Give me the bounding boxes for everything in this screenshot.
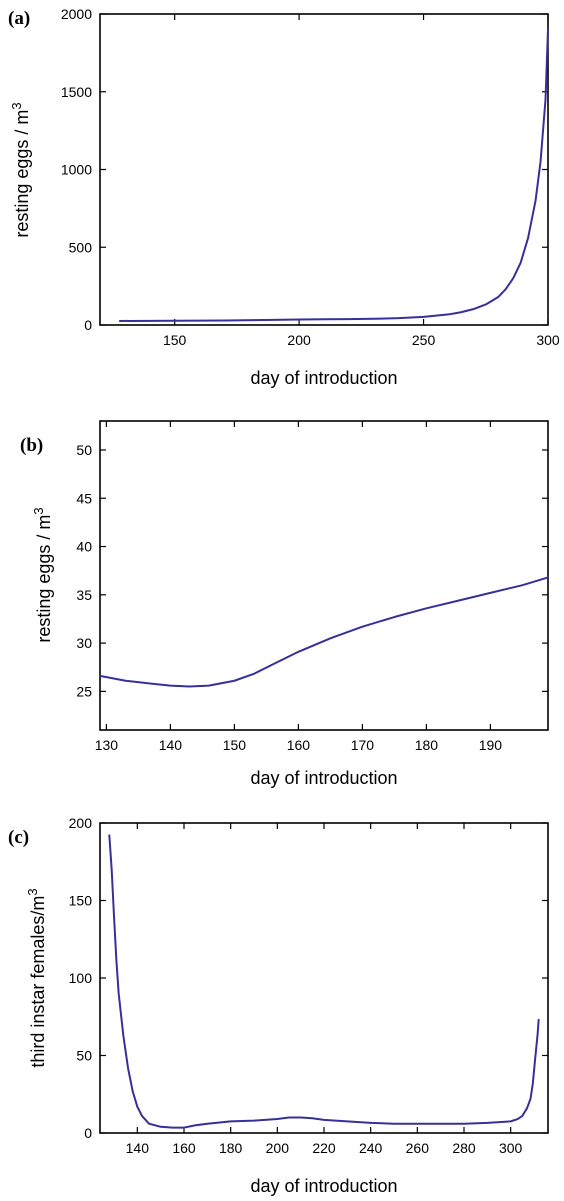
y-tick-label: 25 [76,683,92,699]
y-axis-label-superscript: 3 [31,507,46,514]
x-tick-label: 180 [415,737,439,753]
y-tick-label: 0 [84,1125,92,1141]
y-tick-label: 30 [76,635,92,651]
chart-panel-2: 130 140 150 160 170 180 190 25 30 35 40 45 50 day of … [20,420,549,788]
y-tick-label: 50 [76,1048,92,1064]
y-tick-label: 50 [76,442,92,458]
x-tick-label: 160 [172,1140,196,1156]
x-tick-label: 200 [266,1140,290,1156]
panel-label: (b) [20,435,43,456]
y-tick-label: 1000 [61,162,92,178]
data-series-line [118,28,549,322]
x-tick-label: 160 [287,737,311,753]
y-axis-label-superscript: 3 [25,888,40,895]
axes-frame [99,13,549,326]
x-tick-label: 140 [159,737,183,753]
panel-label: (a) [8,8,30,29]
y-axis-label: resting eggs / m3 [9,102,32,237]
axes-frame [99,822,549,1134]
x-tick-label: 250 [412,332,436,348]
y-tick-label: 100 [69,970,93,986]
x-tick-label: 140 [126,1140,150,1156]
chart-panel-1: 150 200 250 300 0 500 1000 1500 2000 day of intro… [8,6,560,388]
y-tick-label: 150 [69,893,93,909]
x-axis-label: day of introduction [250,368,397,388]
y-axis-label-text: resting eggs / m [12,110,32,238]
y-axis-label: resting eggs / m3 [31,507,54,642]
x-tick-label: 300 [536,332,560,348]
x-tick-label: 190 [479,737,503,753]
x-tick-label: 200 [287,332,311,348]
y-axis-label-superscript: 3 [9,102,24,109]
panel-label: (c) [8,827,29,848]
x-axis-label: day of introduction [250,1176,397,1196]
x-tick-label: 180 [219,1140,243,1156]
x-tick-label: 260 [406,1140,430,1156]
axes-frame [99,420,549,731]
x-tick-label: 150 [163,332,187,348]
y-tick-label: 200 [69,815,93,831]
y-tick-label: 1500 [61,84,92,100]
y-tick-label: 40 [76,539,92,555]
y-axis-label-text: resting eggs / m [34,515,54,643]
y-axis-label-text: third instar females/m [28,896,48,1068]
y-tick-label: 35 [76,587,92,603]
y-tick-label: 2000 [61,6,92,22]
x-axis-label: day of introduction [250,768,397,788]
y-tick-label: 45 [76,490,92,506]
x-tick-label: 220 [312,1140,336,1156]
y-tick-label: 0 [84,317,92,333]
y-tick-label: 500 [69,239,93,255]
chart-panel-3: 140 160 180 200 220 240 260 280 300 0 50 100 150 200 d… [8,815,549,1196]
x-tick-label: 130 [95,737,119,753]
x-tick-label: 280 [452,1140,476,1156]
x-tick-label: 170 [351,737,375,753]
x-tick-label: 240 [359,1140,383,1156]
x-tick-label: 150 [223,737,247,753]
x-tick-label: 300 [499,1140,523,1156]
y-axis-label: third instar females/m3 [25,888,48,1067]
data-series-line [108,834,540,1129]
data-series-line [99,576,549,688]
